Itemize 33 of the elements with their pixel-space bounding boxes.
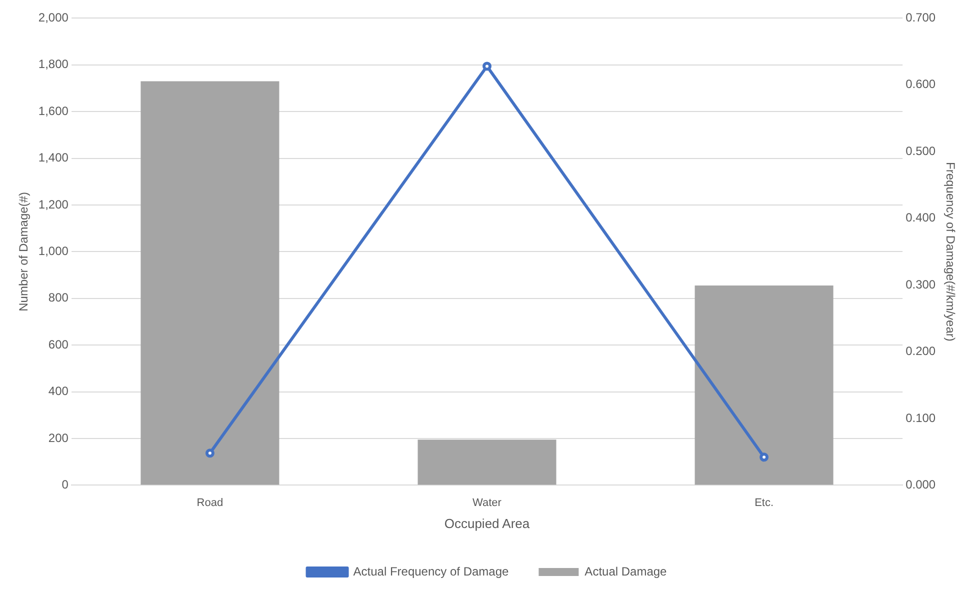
x-tick-label: Water [472,496,502,509]
bar [418,440,556,485]
y-tick-label: 1,800 [38,57,69,72]
y-tick-label: 0 [62,478,69,492]
y2-tick-label: 0.000 [906,478,936,492]
y-tick-label: 800 [48,290,69,305]
y-tick-label: 400 [48,384,69,398]
y-tick-label: 1,600 [38,104,69,118]
y-axis-title: Number of Damage(#) [16,192,31,312]
x-tick-label: Etc. [754,496,774,509]
y2-tick-label: 0.400 [906,210,936,225]
point [482,62,492,71]
y-tick-label: 600 [48,337,69,352]
y-tick-label: 1,000 [38,244,69,258]
bar [694,286,834,485]
y2-tick-label: 0.700 [906,10,936,25]
y2-axis-title: Frequency of Damage(#/km/year) [943,162,958,342]
y2-tick-label: 0.600 [906,77,936,92]
legend-label: Actual Damage [584,564,668,578]
legend-label: Actual Frequency of Damage [353,564,510,578]
point [205,448,214,458]
bar [140,81,280,485]
y2-tick-label: 0.300 [906,277,936,292]
x-tick-label: Road [196,496,224,509]
y2-tick-label: 0.500 [906,144,936,158]
y-tick-label: 1,400 [38,150,69,165]
y-tick-label: 1,200 [38,197,69,212]
point [760,452,769,462]
y2-tick-label: 0.100 [906,410,936,425]
y2-tick-label: 0.200 [906,344,936,358]
y-tick-label: 200 [48,430,69,445]
x-axis-title: Occupied Area [444,516,530,531]
y-tick-label: 2,000 [38,10,69,25]
